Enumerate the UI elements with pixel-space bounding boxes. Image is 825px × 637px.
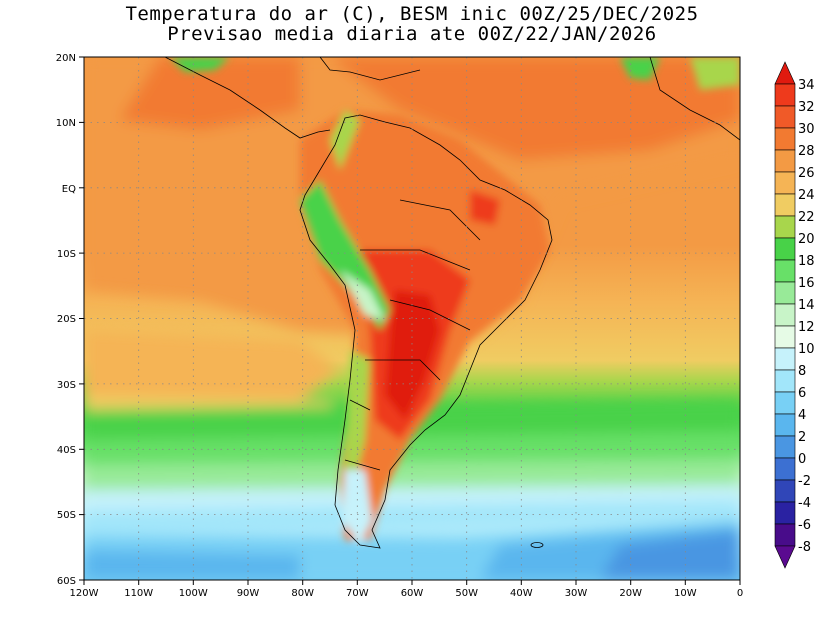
colorbar-label: -8 — [798, 540, 811, 555]
colorbar-label: 16 — [798, 276, 815, 291]
colorbar-label: 8 — [798, 364, 806, 379]
colorbar-label: 24 — [798, 188, 815, 203]
colorbar-segment — [774, 369, 796, 393]
colorbar-label: 20 — [798, 232, 815, 247]
colorbar-label: 30 — [798, 122, 815, 137]
lat-label: 20S — [57, 314, 76, 325]
longitude-axis: 120W 110W 100W 90W 80W 70W 60W 50W 40W 3… — [70, 580, 743, 599]
lon-label: 110W — [124, 588, 153, 599]
colorbar-label: 0 — [798, 452, 806, 467]
colorbar-label: 18 — [798, 254, 815, 269]
graticule — [84, 57, 740, 580]
latitude-axis: 20N 10N EQ 10S 20S 30S 40S 50S 60S — [56, 53, 84, 587]
lon-label: 30W — [565, 588, 588, 599]
lat-label: 50S — [57, 510, 76, 521]
lat-label: 10S — [57, 249, 76, 260]
colorbar-label: 22 — [798, 210, 815, 225]
colorbar-segment — [774, 435, 796, 459]
lon-label: 0 — [737, 588, 743, 599]
coastlines — [164, 57, 740, 549]
colorbar-label: 32 — [798, 100, 815, 115]
colorbar-segment — [774, 347, 796, 371]
lat-label: 10N — [56, 118, 76, 129]
lon-label: 90W — [237, 588, 260, 599]
map-title-line1: Temperatura do ar (C), BESM inic 00Z/25/… — [125, 3, 699, 25]
colorbar-segment — [774, 149, 796, 173]
colorbar-label: 10 — [798, 342, 815, 357]
lon-label: 80W — [291, 588, 314, 599]
map-title-line2: Previsao media diaria ate 00Z/22/JAN/202… — [167, 23, 657, 45]
lon-label: 20W — [619, 588, 642, 599]
colorbar-label: 2 — [798, 430, 806, 445]
colorbar-label: 4 — [798, 408, 806, 423]
lon-label: 70W — [346, 588, 369, 599]
colorbar-segment — [774, 281, 796, 305]
colorbar-label: 26 — [798, 166, 815, 181]
lon-label: 50W — [455, 588, 478, 599]
colorbar-label: -4 — [798, 496, 811, 511]
colorbar-segment — [774, 127, 796, 151]
lon-label: 120W — [70, 588, 99, 599]
colorbar-segment — [774, 105, 796, 129]
colorbar-label: -2 — [798, 474, 811, 489]
colorbar-segment — [774, 325, 796, 349]
colorbar-segment — [774, 413, 796, 437]
colorbar-segment — [774, 259, 796, 283]
lat-label: 40S — [57, 445, 76, 456]
colorbar-segment — [774, 545, 796, 569]
lat-label: 60S — [57, 576, 76, 587]
colorbar-segment — [774, 171, 796, 195]
colorbar-label: 34 — [798, 78, 815, 93]
colorbar-segment — [774, 193, 796, 217]
lat-label: EQ — [62, 184, 76, 195]
colorbar-segment — [774, 457, 796, 481]
lat-label: 20N — [56, 53, 76, 64]
colorbar-segment — [774, 237, 796, 261]
colorbar-segment — [774, 523, 796, 547]
colorbar-label: -6 — [798, 518, 811, 533]
colorbar-label: 12 — [798, 320, 815, 335]
lon-label: 40W — [510, 588, 533, 599]
colorbar-segment — [774, 215, 796, 239]
colorbar-segment — [774, 479, 796, 503]
lon-label: 10W — [674, 588, 697, 599]
colorbar-label: 14 — [798, 298, 815, 313]
colorbar-segment — [774, 303, 796, 327]
lon-label: 100W — [179, 588, 208, 599]
colorbar-label: 6 — [798, 386, 806, 401]
colorbar-segment — [774, 83, 796, 107]
lon-label: 60W — [401, 588, 424, 599]
colorbar-label: 28 — [798, 144, 815, 159]
colorbar-segment — [774, 391, 796, 415]
colorbar-segment — [774, 501, 796, 525]
colorbar-segment — [774, 61, 796, 85]
lat-label: 30S — [57, 380, 76, 391]
